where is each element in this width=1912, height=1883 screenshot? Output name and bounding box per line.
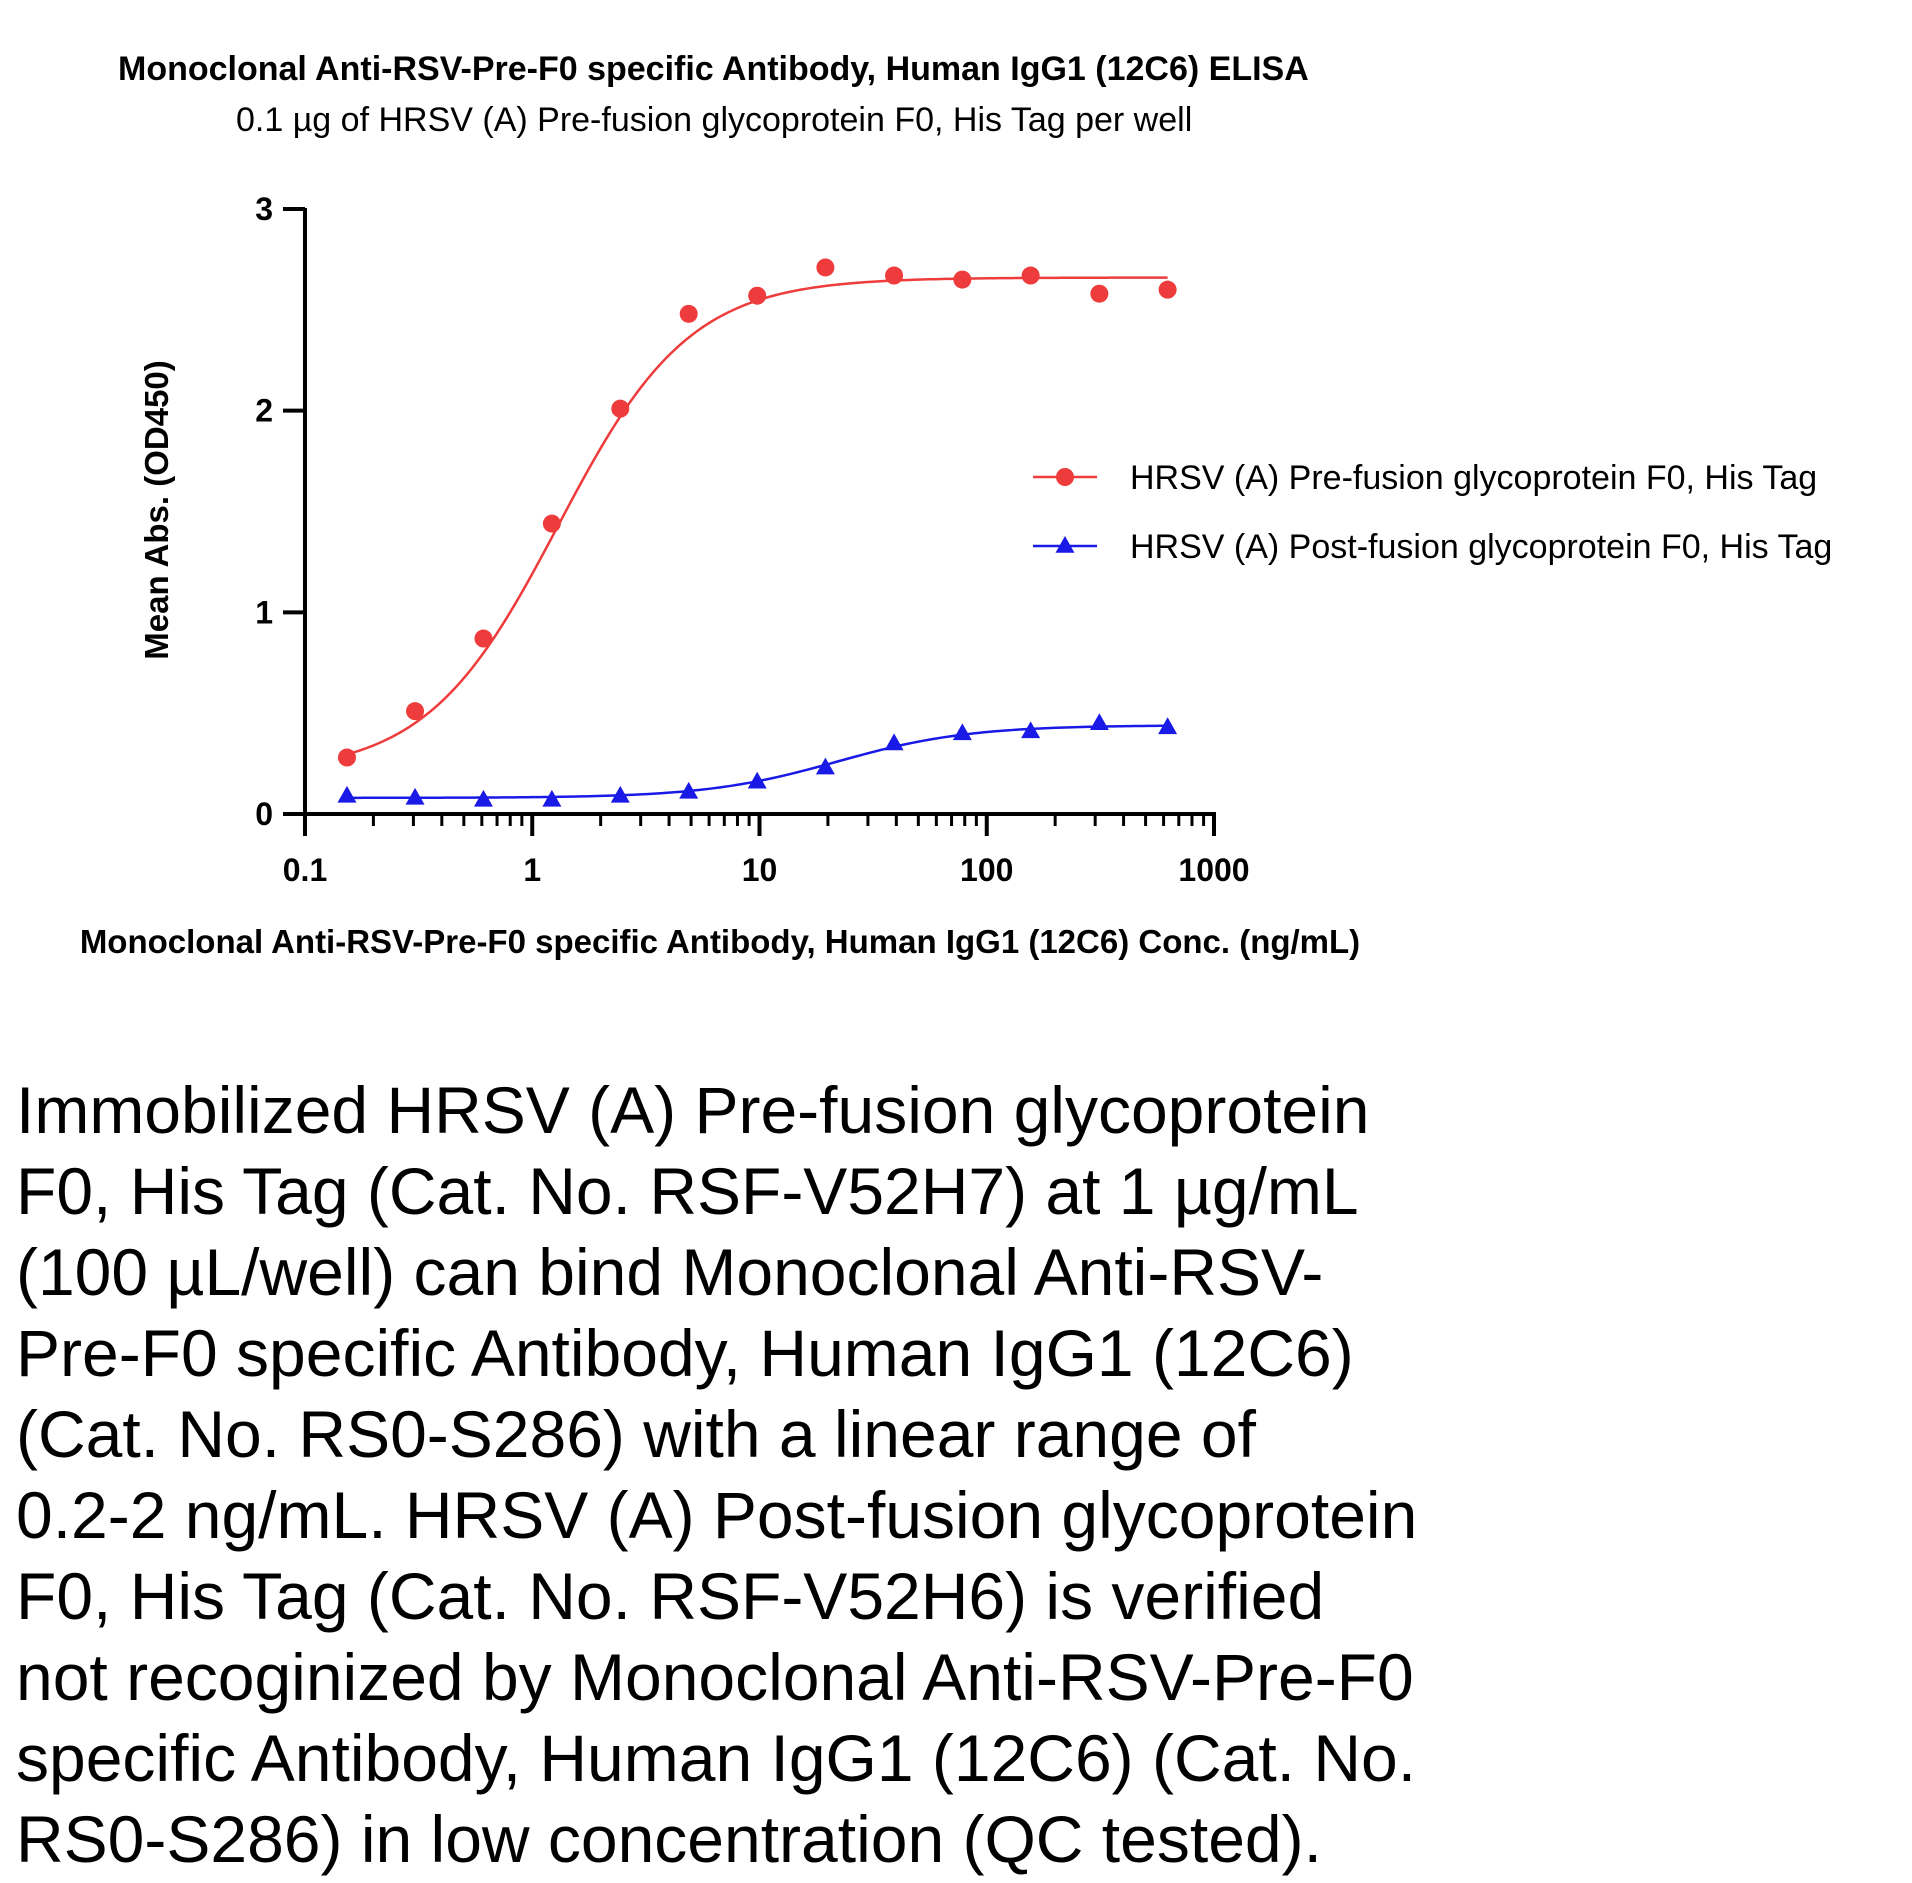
chart-subtitle: 0.1 µg of HRSV (A) Pre-fusion glycoprote… — [236, 101, 1192, 139]
data-point-series-2 — [1158, 717, 1178, 735]
data-point-series-1 — [885, 266, 904, 285]
data-point-series-2 — [337, 785, 357, 803]
data-point-series-2 — [1021, 721, 1041, 739]
y-axis-label: Mean Abs. (OD450) — [138, 360, 175, 660]
data-point-series-2 — [610, 785, 630, 803]
fit-curve-series-1 — [346, 276, 1168, 756]
x-tick-label: 1 — [523, 852, 541, 888]
data-point-series-1 — [1090, 284, 1109, 303]
data-point-series-2 — [884, 733, 904, 751]
elisa-chart: Monoclonal Anti-RSV-Pre-F0 specific Anti… — [80, 50, 1833, 960]
chart-title: Monoclonal Anti-RSV-Pre-F0 specific Anti… — [118, 50, 1309, 88]
data-point-series-1 — [953, 270, 972, 289]
y-tick-label: 2 — [255, 393, 273, 429]
data-point-series-1 — [611, 399, 630, 418]
data-point-series-2 — [405, 787, 425, 805]
legend-label-series-1: HRSV (A) Pre-fusion glycoprotein F0, His… — [1130, 459, 1817, 497]
data-point-series-2 — [815, 757, 835, 775]
legend-marker-series-2 — [1055, 536, 1075, 553]
y-tick-label: 3 — [255, 191, 273, 227]
data-point-series-1 — [679, 304, 698, 323]
data-point-series-2 — [542, 789, 562, 807]
data-point-series-2 — [1089, 713, 1109, 731]
y-tick-label: 1 — [255, 594, 273, 630]
legend-label-series-2: HRSV (A) Post-fusion glycoprotein F0, Hi… — [1130, 528, 1832, 566]
legend: HRSV (A) Pre-fusion glycoprotein F0, His… — [1033, 459, 1832, 566]
caption-text: Immobilized HRSV (A) Pre-fusion glycopro… — [16, 1073, 1418, 1876]
data-point-series-2 — [473, 789, 493, 807]
data-point-series-1 — [816, 258, 835, 277]
x-tick-label: 10 — [742, 852, 778, 888]
data-point-series-1 — [406, 702, 425, 721]
x-tick-label: 1000 — [1178, 852, 1249, 888]
data-point-series-1 — [337, 748, 356, 767]
data-point-series-1 — [474, 629, 493, 648]
data-point-series-2 — [747, 771, 767, 789]
plot-area: 0 1 2 3 0.1 1 10 100 1000 — [255, 191, 1249, 888]
data-point-series-1 — [542, 514, 561, 533]
data-point-series-2 — [952, 723, 972, 741]
x-tick-label: 0.1 — [283, 852, 327, 888]
x-axis-label: Monoclonal Anti-RSV-Pre-F0 specific Anti… — [80, 923, 1360, 960]
data-point-series-1 — [1021, 266, 1040, 285]
y-tick-label: 0 — [255, 796, 273, 832]
x-tick-label: 100 — [960, 852, 1013, 888]
data-point-series-1 — [748, 286, 767, 305]
data-point-series-2 — [679, 781, 699, 799]
legend-marker-series-1 — [1056, 468, 1074, 486]
data-point-series-1 — [1158, 280, 1177, 299]
